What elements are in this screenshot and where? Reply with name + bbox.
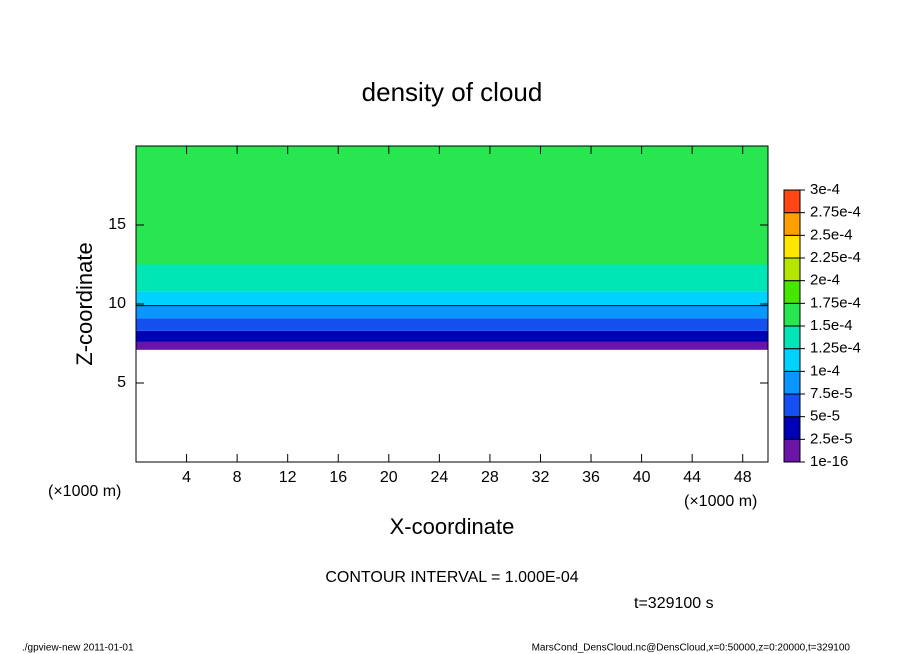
colorbar-label: 3e-4 bbox=[810, 181, 840, 198]
contour-interval: CONTOUR INTERVAL = 1.000E-04 bbox=[325, 569, 578, 586]
colorbar-box bbox=[783, 370, 801, 395]
colorbar-label: 1e-4 bbox=[810, 362, 840, 379]
colorbar-box bbox=[783, 280, 801, 304]
colorbar-box bbox=[783, 348, 801, 372]
y-axis-title: Z-coordinate bbox=[72, 242, 97, 366]
colorbar-label: 1.75e-4 bbox=[810, 294, 861, 311]
colorbar-label: 7.5e-5 bbox=[810, 385, 853, 402]
x-tick-label: 24 bbox=[430, 469, 448, 486]
footer-right: MarsCond_DensCloud.nc@DensCloud,x=0:5000… bbox=[532, 643, 851, 654]
x-tick-label: 12 bbox=[279, 469, 297, 486]
x-tick-label: 20 bbox=[380, 469, 398, 486]
colorbar-box bbox=[783, 302, 801, 327]
colorbar-box bbox=[783, 393, 801, 418]
colorbar-box bbox=[783, 257, 801, 282]
x-tick-label: 28 bbox=[481, 469, 499, 486]
colorbar-label: 5e-5 bbox=[810, 408, 840, 425]
colorbar-label: 1e-16 bbox=[810, 453, 848, 470]
contour-band bbox=[136, 318, 768, 331]
contour-band bbox=[136, 291, 768, 306]
time-label: t=329100 s bbox=[634, 595, 714, 612]
colorbar-label: 2.25e-4 bbox=[810, 249, 861, 266]
colorbar-box bbox=[783, 438, 801, 463]
chart-title: density of cloud bbox=[362, 77, 543, 107]
colorbar-box bbox=[783, 189, 801, 214]
contour-band bbox=[136, 264, 768, 292]
colorbar-label: 2.75e-4 bbox=[810, 204, 861, 221]
x-tick-label: 16 bbox=[329, 469, 347, 486]
colorbar-box bbox=[783, 234, 801, 259]
colorbar-label: 1.5e-4 bbox=[810, 317, 853, 334]
colorbar-box bbox=[783, 325, 801, 350]
y-tick-label: 5 bbox=[117, 374, 126, 391]
x-tick-label: 8 bbox=[233, 469, 242, 486]
colorbar-label: 1.25e-4 bbox=[810, 340, 861, 357]
colorbar-label: 2e-4 bbox=[810, 272, 840, 289]
x-tick-label: 44 bbox=[683, 469, 701, 486]
contour-band bbox=[136, 330, 768, 342]
y-tick-label: 15 bbox=[108, 216, 126, 233]
x-tick-label: 4 bbox=[182, 469, 191, 486]
x-tick-label: 48 bbox=[734, 469, 752, 486]
x-tick-label: 32 bbox=[532, 469, 550, 486]
contour-band bbox=[136, 146, 768, 265]
y-tick-label: 10 bbox=[108, 295, 126, 312]
contour-band bbox=[136, 341, 768, 350]
colorbar-box bbox=[783, 212, 801, 236]
contour-band bbox=[136, 305, 768, 319]
colorbar-box bbox=[783, 416, 801, 440]
colorbar-label: 2.5e-5 bbox=[810, 430, 853, 447]
footer-left: ./gpview-new 2011-01-01 bbox=[22, 643, 134, 654]
x-unit-label: (×1000 m) bbox=[48, 483, 121, 500]
x-tick-label: 36 bbox=[582, 469, 600, 486]
x-tick-label: 40 bbox=[633, 469, 651, 486]
colorbar-label: 2.5e-4 bbox=[810, 226, 853, 243]
x-axis-title: X-coordinate bbox=[390, 514, 515, 539]
x-unit-label: (×1000 m) bbox=[684, 493, 757, 510]
